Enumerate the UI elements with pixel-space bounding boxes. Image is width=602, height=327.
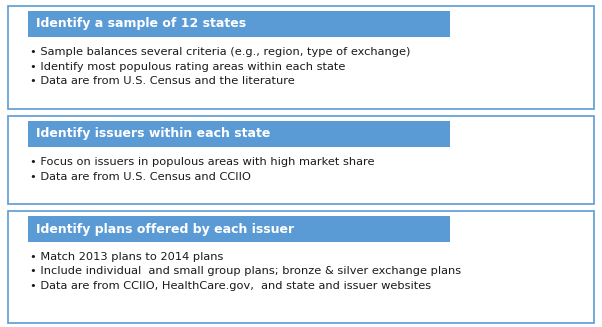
Text: Identify a sample of 12 states: Identify a sample of 12 states	[36, 18, 246, 30]
Bar	[28, 11, 450, 37]
Text: • Include individual  and small group plans; bronze & silver exchange plans: • Include individual and small group pla…	[30, 267, 461, 277]
Bar	[28, 121, 450, 147]
Text: Identify issuers within each state: Identify issuers within each state	[36, 128, 270, 141]
Bar	[8, 116, 594, 204]
Text: • Data are from U.S. Census and CCIIO: • Data are from U.S. Census and CCIIO	[30, 171, 251, 181]
Bar	[8, 6, 594, 109]
Text: • Match 2013 plans to 2014 plans: • Match 2013 plans to 2014 plans	[30, 252, 223, 262]
Text: • Focus on issuers in populous areas with high market share: • Focus on issuers in populous areas wit…	[30, 157, 374, 167]
Bar	[28, 216, 450, 242]
Bar	[8, 211, 594, 323]
Text: • Identify most populous rating areas within each state: • Identify most populous rating areas wi…	[30, 61, 346, 72]
Text: • Data are from U.S. Census and the literature: • Data are from U.S. Census and the lite…	[30, 76, 295, 86]
Text: • Sample balances several criteria (e.g., region, type of exchange): • Sample balances several criteria (e.g.…	[30, 47, 411, 57]
Text: Identify plans offered by each issuer: Identify plans offered by each issuer	[36, 222, 294, 235]
Text: • Data are from CCIIO, HealthCare.gov,  and state and issuer websites: • Data are from CCIIO, HealthCare.gov, a…	[30, 281, 431, 291]
